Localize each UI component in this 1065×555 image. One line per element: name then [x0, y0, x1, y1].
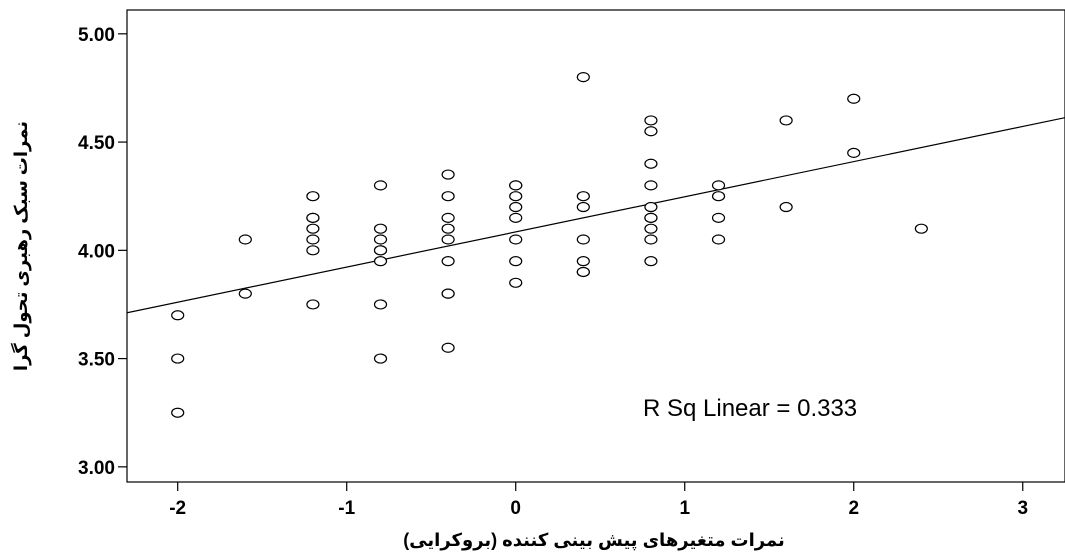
data-point: [711, 234, 726, 245]
data-point: [644, 201, 658, 213]
data-point: [306, 212, 320, 223]
data-point: [847, 147, 861, 158]
y-tick-label: 3.00: [78, 458, 115, 479]
data-point: [711, 212, 726, 223]
data-point: [373, 223, 388, 234]
data-point: [238, 234, 252, 245]
data-point: [576, 266, 590, 278]
data-point: [644, 180, 658, 191]
data-point: [373, 299, 388, 310]
data-point: [847, 93, 861, 104]
x-axis-title: نمرات متغیرهای پیش بینی کننده (بروکرایی): [403, 530, 785, 551]
data-point: [644, 115, 658, 126]
data-point: [509, 201, 523, 213]
data-point: [576, 256, 590, 267]
data-point: [306, 234, 320, 245]
data-point: [914, 223, 928, 234]
data-point: [576, 191, 590, 202]
data-point: [373, 353, 388, 364]
x-tick-label: 0: [510, 498, 521, 519]
data-point: [306, 223, 320, 234]
data-point: [576, 72, 590, 83]
data-point: [441, 223, 455, 234]
r-squared-annotation: R Sq Linear = 0.333: [643, 395, 857, 422]
data-point: [441, 256, 455, 267]
data-point: [576, 234, 590, 245]
data-point: [644, 223, 658, 234]
x-tick-label: 1: [679, 498, 690, 519]
y-axis: 3.00 3.50 4.00 4.50 5.00: [78, 25, 127, 479]
data-point: [644, 212, 658, 223]
data-point: [441, 234, 455, 245]
data-point: [509, 180, 523, 191]
data-point: [711, 180, 726, 191]
x-tick-label: -1: [338, 498, 355, 519]
y-tick-label: 3.50: [78, 350, 115, 371]
data-point: [171, 353, 185, 364]
x-tick-label: -2: [169, 498, 186, 519]
data-point: [441, 169, 455, 180]
data-point: [509, 256, 523, 267]
data-point: [441, 288, 455, 299]
data-point: [509, 191, 523, 202]
data-point: [238, 288, 252, 299]
x-axis: -2 -1 0 1 2 3: [169, 482, 1028, 519]
x-tick-label: 2: [848, 498, 859, 519]
data-point: [373, 245, 388, 256]
data-point: [306, 191, 320, 202]
data-point: [509, 277, 523, 288]
x-tick-label: 3: [1017, 498, 1028, 519]
data-point: [171, 310, 185, 321]
data-point: [441, 191, 455, 202]
data-point: [576, 201, 590, 213]
data-point: [711, 191, 726, 202]
data-point: [644, 158, 658, 169]
data-point: [373, 234, 388, 245]
y-tick-label: 5.00: [78, 25, 115, 46]
data-point: [306, 299, 320, 310]
data-point: [509, 234, 523, 245]
plot-area-border: [126, 9, 1065, 483]
data-point: [509, 212, 523, 223]
data-point: [441, 212, 455, 223]
data-point: [306, 245, 320, 256]
y-tick-label: 4.00: [78, 241, 115, 262]
data-point: [644, 234, 658, 245]
y-tick-label: 4.50: [78, 133, 115, 154]
data-point: [644, 126, 658, 137]
data-point: [779, 115, 793, 126]
data-point: [644, 256, 658, 267]
data-point: [373, 180, 388, 191]
data-point: [779, 201, 793, 213]
data-point: [441, 342, 455, 353]
y-axis-title: نمرات سبک رهبری تحول گرا: [10, 121, 32, 371]
data-point: [373, 256, 388, 267]
data-point: [171, 407, 185, 418]
data-points: [171, 72, 928, 418]
regression-line: [126, 117, 1065, 314]
